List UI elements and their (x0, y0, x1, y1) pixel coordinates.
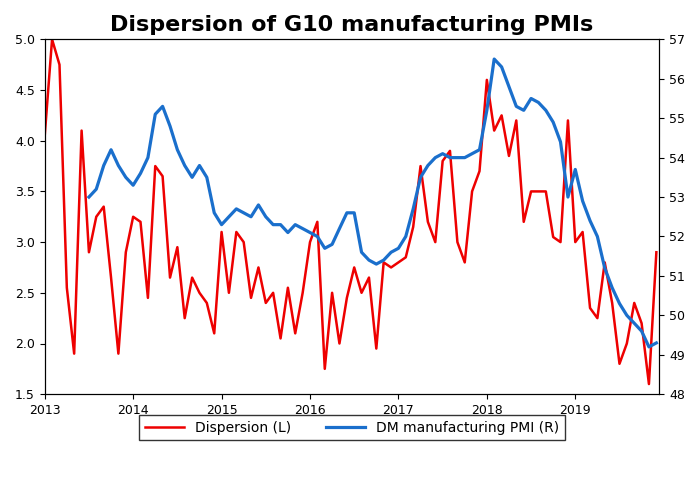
DM manufacturing PMI (R) (490, 56, 498, 62)
Dispersion (L) (542, 188, 550, 194)
Dispersion (L) (321, 366, 329, 372)
DM manufacturing PMI (R) (122, 174, 130, 180)
Dispersion (L) (55, 62, 64, 68)
DM manufacturing PMI (R) (372, 261, 381, 267)
Dispersion (L) (652, 250, 661, 255)
Dispersion (L) (41, 132, 49, 138)
Dispersion (L) (48, 36, 56, 43)
DM manufacturing PMI (R) (498, 64, 506, 70)
DM manufacturing PMI (R) (645, 344, 653, 350)
Title: Dispersion of G10 manufacturing PMIs: Dispersion of G10 manufacturing PMIs (111, 15, 594, 35)
Line: Dispersion (L): Dispersion (L) (45, 40, 657, 384)
DM manufacturing PMI (R) (328, 242, 336, 248)
Line: DM manufacturing PMI (R): DM manufacturing PMI (R) (89, 59, 657, 347)
Dispersion (L) (85, 250, 93, 255)
Dispersion (L) (645, 381, 653, 387)
DM manufacturing PMI (R) (181, 162, 189, 168)
Legend: Dispersion (L), DM manufacturing PMI (R): Dispersion (L), DM manufacturing PMI (R) (139, 416, 564, 440)
DM manufacturing PMI (R) (652, 340, 661, 346)
DM manufacturing PMI (R) (85, 194, 93, 200)
Dispersion (L) (350, 264, 358, 270)
DM manufacturing PMI (R) (269, 222, 277, 228)
Dispersion (L) (512, 118, 521, 124)
